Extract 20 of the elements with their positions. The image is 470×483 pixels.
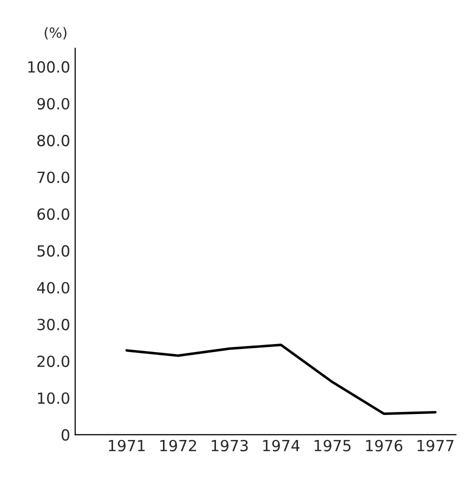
x-tick-label: 1975 (314, 440, 351, 452)
y-tick-label: 100.0 (28, 61, 70, 73)
x-tick-label: 1974 (263, 440, 300, 452)
line-series (125, 344, 437, 415)
y-tick-label: 20.0 (37, 356, 70, 368)
y-tick-label: 40.0 (37, 282, 70, 294)
x-tick-label: 1972 (160, 440, 196, 452)
y-tick-label: 0 (62, 429, 70, 441)
y-tick-label: 60.0 (37, 208, 70, 220)
y-tick-label: 70.0 (38, 172, 70, 184)
y-tick-label: 50.0 (38, 245, 70, 257)
y-axis-title: (%) (44, 27, 66, 40)
y-tick-label: 80.0 (37, 134, 70, 146)
y-tick-label: 90.0 (37, 98, 70, 110)
y-tick-label: 30.0 (37, 318, 70, 330)
x-tick-label: 1971 (108, 440, 145, 452)
y-tick-label: 10.0 (38, 392, 70, 404)
x-tick-label: 1977 (418, 440, 454, 452)
x-tick-label: 1973 (212, 440, 248, 452)
x-tick-label: 1976 (366, 440, 402, 452)
